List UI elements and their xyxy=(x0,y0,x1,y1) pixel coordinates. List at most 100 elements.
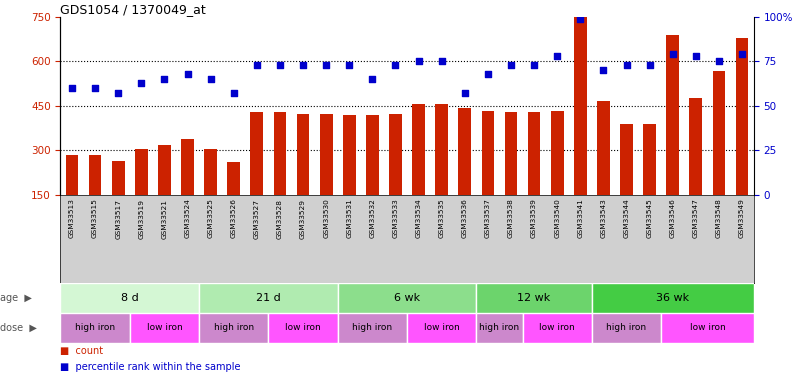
Bar xyxy=(592,313,661,343)
Text: high iron: high iron xyxy=(480,324,520,333)
Bar xyxy=(112,162,125,195)
Point xyxy=(181,71,194,77)
Point xyxy=(689,53,702,59)
Text: age  ▶: age ▶ xyxy=(0,293,32,303)
Text: GSM33525: GSM33525 xyxy=(208,198,214,238)
Bar xyxy=(736,38,749,195)
Bar xyxy=(592,283,754,313)
Point xyxy=(65,85,78,91)
Text: high iron: high iron xyxy=(75,324,115,333)
Bar xyxy=(366,116,379,195)
Point xyxy=(574,16,587,22)
Bar xyxy=(204,149,217,195)
Bar xyxy=(320,114,333,195)
Text: low iron: low iron xyxy=(424,324,459,333)
Bar xyxy=(667,35,679,195)
Text: 8 d: 8 d xyxy=(121,293,139,303)
Point xyxy=(481,71,494,77)
Point xyxy=(643,62,656,68)
Text: GSM33540: GSM33540 xyxy=(555,198,560,238)
Text: low iron: low iron xyxy=(147,324,182,333)
Text: dose  ▶: dose ▶ xyxy=(0,323,37,333)
Text: GSM33544: GSM33544 xyxy=(624,198,629,238)
Text: GSM33546: GSM33546 xyxy=(670,198,675,238)
Bar xyxy=(268,313,338,343)
Bar xyxy=(89,155,102,195)
Point xyxy=(204,76,217,82)
Text: GSM33536: GSM33536 xyxy=(462,198,467,238)
Point xyxy=(412,58,425,64)
Point xyxy=(389,62,402,68)
Bar xyxy=(60,313,130,343)
Bar xyxy=(181,139,194,195)
Bar xyxy=(389,114,402,195)
Text: GSM33524: GSM33524 xyxy=(185,198,190,238)
Text: low iron: low iron xyxy=(539,324,575,333)
Point xyxy=(89,85,102,91)
Bar xyxy=(338,313,407,343)
Point xyxy=(505,62,517,68)
Text: GSM33533: GSM33533 xyxy=(393,198,398,238)
Bar xyxy=(338,283,476,313)
Point xyxy=(366,76,379,82)
Point xyxy=(620,62,633,68)
Bar xyxy=(505,112,517,195)
Bar xyxy=(597,100,610,195)
Text: GSM33545: GSM33545 xyxy=(646,198,653,238)
Text: GSM33543: GSM33543 xyxy=(600,198,606,238)
Text: high iron: high iron xyxy=(214,324,254,333)
Text: GDS1054 / 1370049_at: GDS1054 / 1370049_at xyxy=(60,3,206,16)
Point xyxy=(112,90,125,96)
Bar xyxy=(713,71,725,195)
Bar xyxy=(343,115,355,195)
Text: GSM33513: GSM33513 xyxy=(69,198,75,238)
Text: 21 d: 21 d xyxy=(256,293,280,303)
Bar xyxy=(412,105,425,195)
Point xyxy=(251,62,264,68)
Text: GSM33548: GSM33548 xyxy=(716,198,722,238)
Text: 36 wk: 36 wk xyxy=(656,293,689,303)
Point xyxy=(736,51,749,57)
Point xyxy=(667,51,679,57)
Text: GSM33526: GSM33526 xyxy=(231,198,237,238)
Bar xyxy=(273,112,286,195)
Text: GSM33532: GSM33532 xyxy=(369,198,376,238)
Bar xyxy=(689,98,702,195)
Text: 6 wk: 6 wk xyxy=(394,293,420,303)
Text: GSM33547: GSM33547 xyxy=(693,198,699,238)
Point xyxy=(273,62,286,68)
Bar xyxy=(60,283,199,313)
Bar xyxy=(481,111,494,195)
Point xyxy=(550,53,563,59)
Point xyxy=(528,62,541,68)
Bar xyxy=(251,112,264,195)
Point xyxy=(713,58,725,64)
Bar xyxy=(574,17,587,195)
Text: GSM33537: GSM33537 xyxy=(485,198,491,238)
Point xyxy=(158,76,171,82)
Bar xyxy=(476,313,522,343)
Point xyxy=(297,62,310,68)
Bar xyxy=(227,162,240,195)
Bar xyxy=(528,112,541,195)
Text: GSM33527: GSM33527 xyxy=(254,198,260,238)
Point xyxy=(135,80,147,86)
Point xyxy=(343,62,355,68)
Bar xyxy=(158,145,171,195)
Bar xyxy=(550,111,563,195)
Text: GSM33515: GSM33515 xyxy=(92,198,98,238)
Text: ■  percentile rank within the sample: ■ percentile rank within the sample xyxy=(60,362,241,372)
Text: GSM33549: GSM33549 xyxy=(739,198,745,238)
Text: GSM33534: GSM33534 xyxy=(416,198,422,238)
Bar xyxy=(135,149,147,195)
Point xyxy=(459,90,472,96)
Point xyxy=(227,90,240,96)
Bar xyxy=(459,108,472,195)
Bar xyxy=(65,155,78,195)
Bar xyxy=(522,313,592,343)
Bar xyxy=(407,313,476,343)
Text: GSM33519: GSM33519 xyxy=(139,198,144,238)
Text: GSM33541: GSM33541 xyxy=(577,198,584,238)
Point xyxy=(435,58,448,64)
Bar xyxy=(476,283,592,313)
